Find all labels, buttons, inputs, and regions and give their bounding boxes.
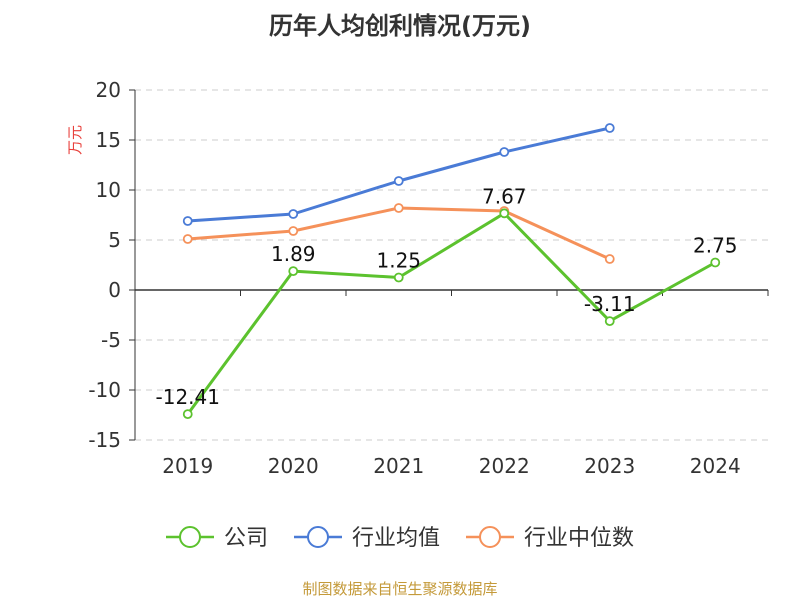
data-label: -12.41 [156, 385, 220, 409]
y-tick-label: -10 [88, 378, 121, 402]
legend: 公司 行业均值 行业中位数 [166, 526, 634, 551]
data-point [288, 266, 299, 277]
y-tick-label: -5 [101, 328, 121, 352]
legend-item[interactable]: 行业均值 [294, 526, 440, 551]
data-label: -3.11 [584, 292, 636, 316]
axes: 20 15 10 5 0 -5 -10 -15 2019 2020 2021 2022 2023 2024 [88, 78, 769, 478]
data-label: 2.75 [693, 234, 738, 258]
legend-label: 行业均值 [352, 526, 440, 551]
chart-title: 历年人均创利情况(万元) [269, 12, 531, 40]
series-lines [182, 123, 721, 420]
data-point [499, 147, 510, 157]
y-tick-label: 0 [108, 278, 121, 302]
legend-item[interactable]: 公司 [166, 526, 268, 551]
data-point [393, 272, 404, 283]
data-point [182, 234, 193, 244]
data-label: 1.89 [271, 242, 316, 266]
legend-item[interactable]: 行业中位数 [466, 526, 634, 551]
y-tick-label: 5 [108, 228, 121, 252]
x-tick-label: 2023 [584, 454, 635, 478]
data-point [499, 208, 510, 219]
legend-marker-icon [307, 526, 329, 548]
data-label: 7.67 [482, 184, 527, 208]
legend-label: 行业中位数 [524, 526, 634, 551]
y-tick-label: -15 [88, 428, 121, 452]
data-point [604, 316, 615, 327]
data-point [393, 176, 404, 186]
source-label: 制图数据来自恒生聚源数据库 [302, 580, 498, 598]
y-tick-label: 20 [96, 78, 121, 102]
data-label: 1.25 [376, 249, 421, 273]
data-point [604, 123, 615, 133]
data-point [604, 254, 615, 264]
series-line [186, 211, 716, 415]
x-tick-label: 2024 [690, 454, 741, 478]
legend-marker-icon [479, 526, 501, 548]
legend-marker-icon [179, 526, 201, 548]
y-tick-label: 15 [96, 128, 121, 152]
x-tick-label: 2021 [373, 454, 424, 478]
x-tick-label: 2019 [162, 454, 213, 478]
x-tick-label: 2020 [268, 454, 319, 478]
data-point [182, 409, 193, 420]
grid-lines [135, 89, 768, 441]
data-point [182, 216, 193, 226]
y-axis-label: 万元 [66, 125, 84, 155]
y-tick-label: 10 [96, 178, 121, 202]
data-point [288, 226, 299, 236]
data-labels: -12.41 1.89 1.25 7.67 -3.11 2.75 [156, 184, 738, 409]
legend-label: 公司 [224, 526, 268, 551]
data-point [710, 257, 721, 268]
data-point [393, 203, 404, 213]
x-tick-label: 2022 [479, 454, 530, 478]
data-point [288, 209, 299, 219]
